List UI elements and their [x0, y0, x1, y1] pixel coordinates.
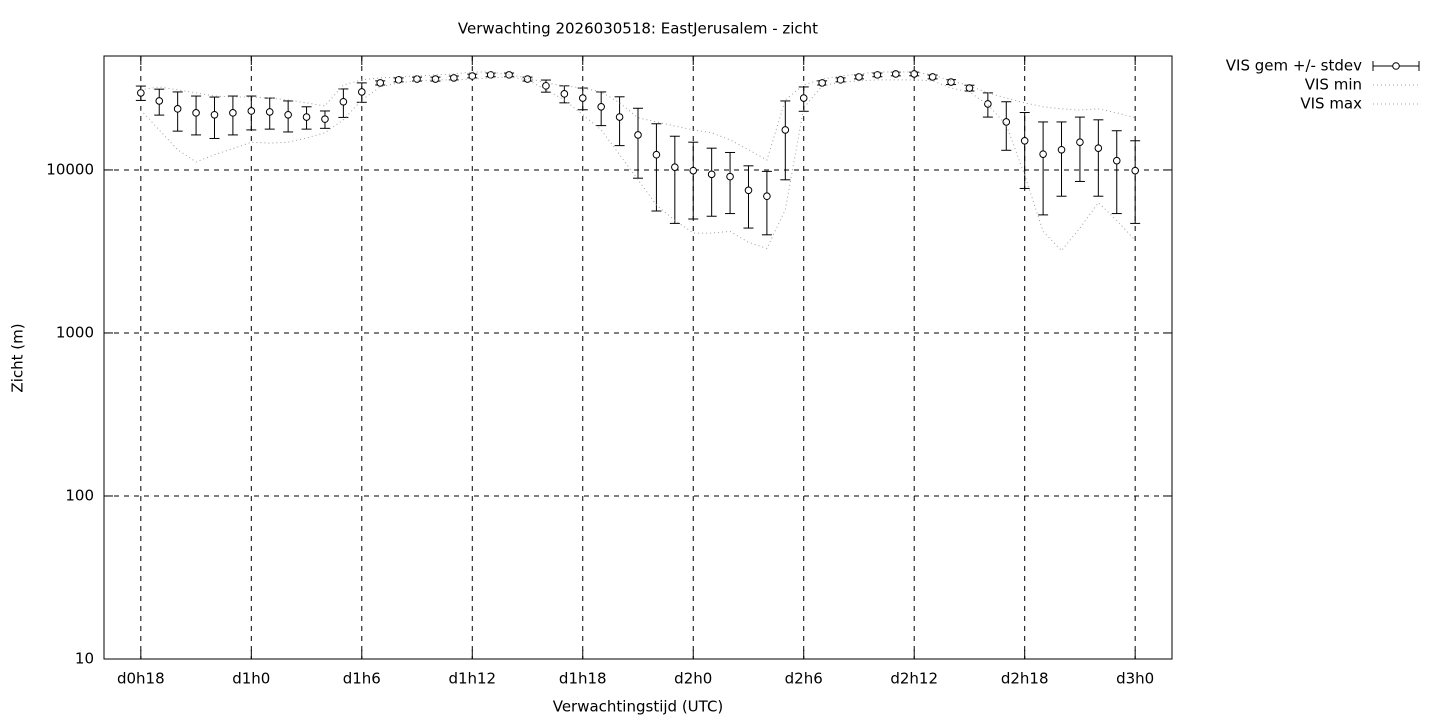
mean-point — [542, 82, 550, 90]
mean-point — [965, 84, 974, 92]
y-tick-label: 10000 — [46, 160, 94, 178]
mean-point — [229, 109, 237, 117]
x-tick-label: d2h18 — [1001, 670, 1049, 688]
mean-point — [689, 166, 698, 175]
error-bar — [706, 147, 717, 217]
error-bar — [1038, 121, 1049, 216]
mean-point — [192, 109, 200, 117]
y-tick-label: 100 — [65, 486, 94, 504]
x-tick-label: d2h6 — [785, 670, 823, 688]
mean-point — [818, 79, 826, 87]
mean-point — [284, 110, 292, 119]
mean-point — [891, 70, 900, 78]
mean-point — [376, 79, 385, 87]
mean-point — [173, 105, 182, 113]
legend-label: VIS min — [1305, 76, 1362, 94]
error-bar — [688, 141, 699, 220]
mean-point — [137, 89, 145, 97]
error-bar — [651, 123, 662, 212]
mean-point — [744, 186, 753, 195]
plot-frame — [103, 55, 1173, 660]
mean-point — [1094, 144, 1103, 152]
x-tick-label: d1h18 — [559, 670, 607, 688]
mean-point — [265, 108, 274, 116]
mean-point — [486, 71, 495, 79]
mean-point — [928, 73, 937, 81]
error-bar — [633, 107, 643, 179]
mean-point — [560, 90, 569, 98]
y-tick-label: 1000 — [56, 323, 94, 341]
mean-point — [763, 192, 771, 201]
mean-point — [726, 172, 734, 181]
y-axis-label: Zicht (m) — [9, 323, 27, 392]
mean-point — [652, 150, 661, 159]
x-tick-label: d2h12 — [890, 670, 938, 688]
x-tick-label: d3h0 — [1116, 670, 1154, 688]
mean-point — [210, 110, 219, 119]
mean-point — [1076, 138, 1084, 146]
error-bar — [780, 100, 791, 181]
mean-point — [1112, 156, 1121, 165]
mean-point — [247, 107, 256, 115]
error-bar — [1093, 119, 1104, 197]
mean-point — [321, 115, 329, 123]
mean-point — [671, 163, 679, 171]
mean-point — [578, 94, 587, 102]
error-bar — [1056, 121, 1067, 197]
legend-swatch — [1392, 62, 1400, 70]
mean-point — [799, 94, 808, 102]
error-bar — [1019, 112, 1030, 189]
mean-point — [450, 74, 458, 82]
x-tick-label: d1h12 — [448, 670, 496, 688]
mean-point — [1002, 118, 1011, 126]
mean-point — [468, 72, 477, 80]
mean-point — [597, 102, 605, 111]
error-bar — [725, 151, 736, 215]
mean-point — [339, 97, 348, 106]
mean-point — [984, 100, 992, 108]
mean-point — [302, 113, 311, 121]
legend-label: VIS max — [1300, 95, 1362, 113]
mean-point — [431, 75, 440, 83]
error-bar — [743, 165, 754, 229]
x-tick-label: d1h0 — [232, 670, 270, 688]
mean-point — [1020, 136, 1029, 145]
mean-point — [155, 97, 164, 105]
chart-title: Verwachting 2026030518: EastJerusalem - … — [458, 20, 818, 38]
y-tick-label: 10 — [75, 650, 94, 668]
mean-point — [1131, 166, 1139, 175]
error-bar — [1130, 140, 1141, 224]
error-bar — [669, 135, 680, 224]
mean-point — [707, 170, 716, 179]
mean-point — [873, 71, 882, 79]
x-tick-label: d2h0 — [674, 670, 712, 688]
legend-label: VIS gem +/- stdev — [1226, 57, 1362, 75]
error-bar — [761, 170, 772, 236]
mean-point — [634, 131, 642, 139]
error-bar — [1074, 116, 1085, 182]
mean-point — [947, 78, 955, 86]
x-tick-label: d0h18 — [117, 670, 165, 688]
mean-point — [615, 113, 624, 121]
error-bar — [1111, 130, 1122, 215]
x-tick-label: d1h6 — [343, 670, 381, 688]
mean-point — [781, 126, 790, 134]
mean-point — [357, 88, 366, 96]
x-axis-label: Verwachtingstijd (UTC) — [553, 698, 724, 716]
mean-point — [1039, 150, 1047, 158]
mean-point — [394, 76, 403, 84]
error-bar — [614, 96, 625, 147]
mean-point — [1057, 145, 1066, 154]
mean-point — [855, 73, 863, 81]
